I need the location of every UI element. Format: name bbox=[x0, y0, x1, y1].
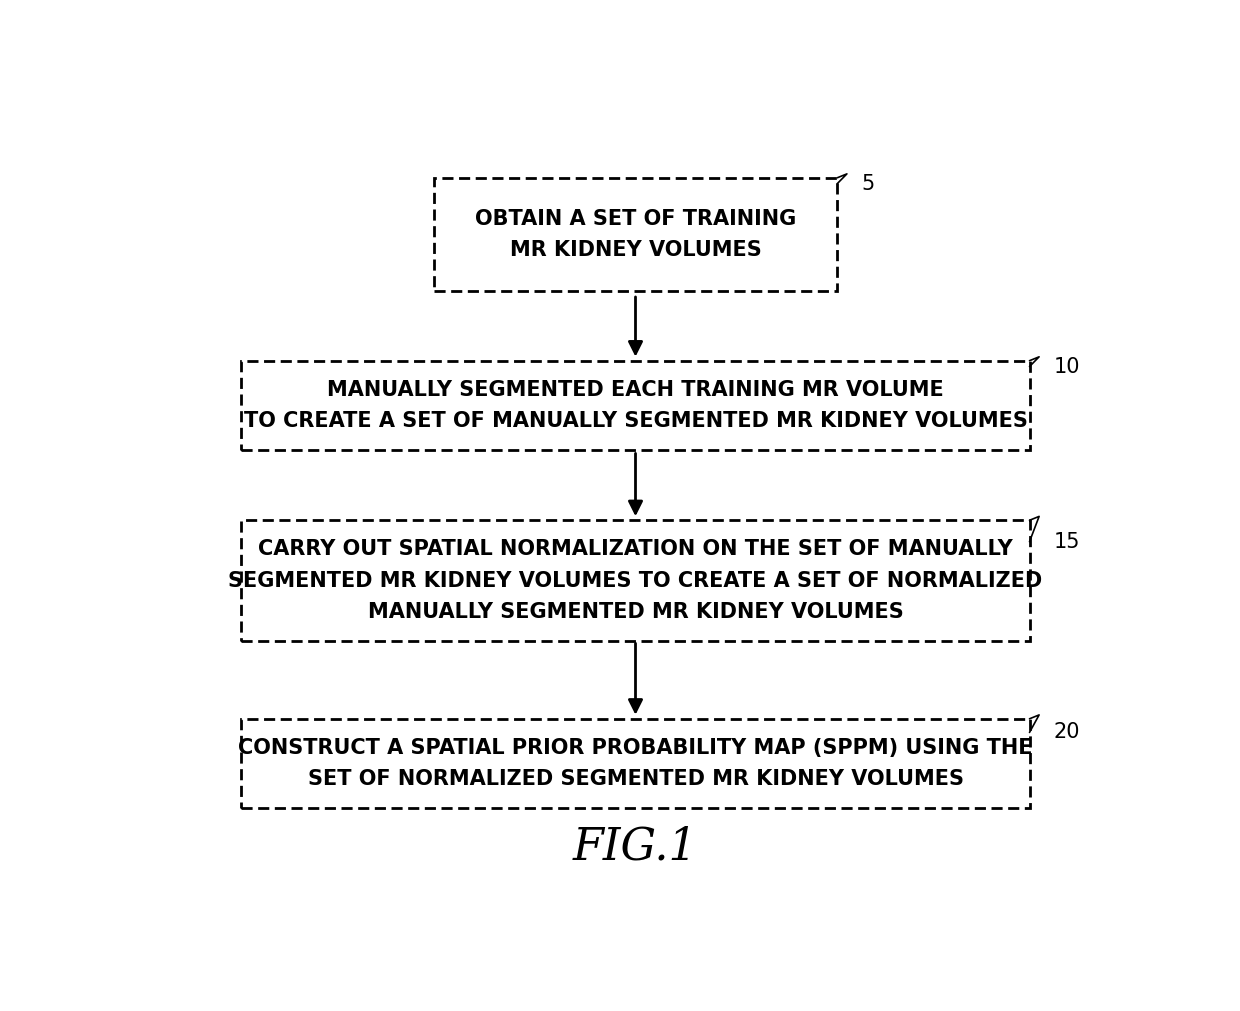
Text: CONSTRUCT A SPATIAL PRIOR PROBABILITY MAP (SPPM) USING THE
SET OF NORMALIZED SEG: CONSTRUCT A SPATIAL PRIOR PROBABILITY MA… bbox=[238, 738, 1033, 790]
Text: 15: 15 bbox=[1054, 532, 1080, 552]
Text: MANUALLY SEGMENTED EACH TRAINING MR VOLUME
TO CREATE A SET OF MANUALLY SEGMENTED: MANUALLY SEGMENTED EACH TRAINING MR VOLU… bbox=[243, 380, 1028, 431]
Text: CARRY OUT SPATIAL NORMALIZATION ON THE SET OF MANUALLY
SEGMENTED MR KIDNEY VOLUM: CARRY OUT SPATIAL NORMALIZATION ON THE S… bbox=[228, 540, 1043, 622]
Bar bbox=[242, 361, 1029, 450]
Text: OBTAIN A SET OF TRAINING
MR KIDNEY VOLUMES: OBTAIN A SET OF TRAINING MR KIDNEY VOLUM… bbox=[475, 208, 796, 260]
Bar bbox=[242, 521, 1029, 641]
Text: 5: 5 bbox=[862, 174, 874, 193]
Bar bbox=[242, 719, 1029, 809]
Text: 10: 10 bbox=[1054, 357, 1080, 376]
Text: 20: 20 bbox=[1054, 723, 1080, 742]
Bar bbox=[434, 178, 837, 290]
Text: FIG.1: FIG.1 bbox=[573, 825, 698, 868]
